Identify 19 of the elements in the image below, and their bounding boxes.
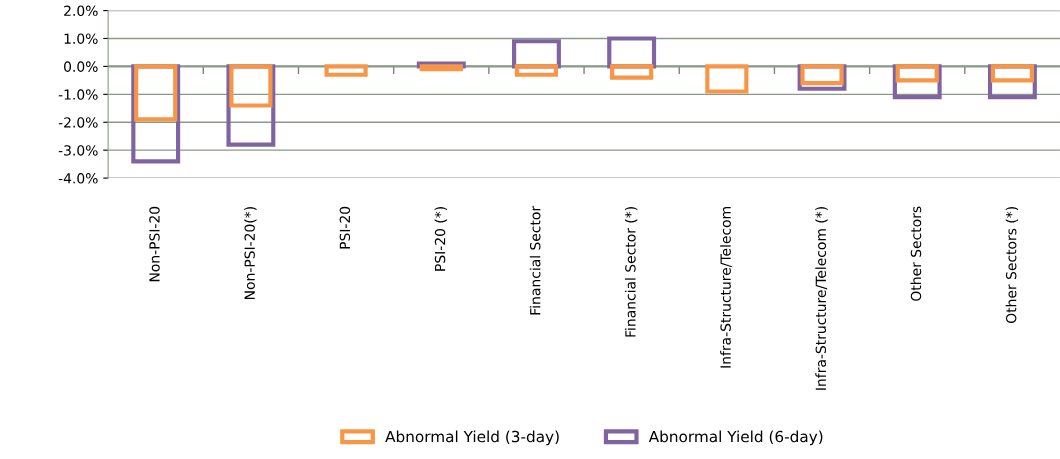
x-tick-label: Non-PSI-20(*): [244, 207, 257, 299]
legend-label: Abnormal Yield (6-day): [648, 430, 823, 446]
y-tick-label: 2.0%: [64, 5, 98, 17]
x-tick-label: Other Sectors (*): [1005, 207, 1019, 324]
y-tick-label: -3.0%: [58, 145, 98, 156]
x-tick-label: Infra-Structure/Telecom: [720, 207, 732, 368]
y-tick-label: -4.0%: [58, 173, 98, 184]
y-tick-label: 1.0%: [64, 33, 98, 44]
x-tick-label: Financial Sector: [529, 205, 541, 315]
y-tick-label: -1.0%: [58, 89, 98, 100]
y-tick-label: 0.0%: [64, 61, 98, 72]
x-tick-label: Other Sectors: [910, 206, 922, 301]
legend-label: Abnormal Yield (3-day): [385, 430, 559, 446]
y-tick-label: -2.0%: [58, 117, 98, 128]
x-tick-label: Non-PSI-20: [149, 206, 160, 282]
x-tick-label: Financial Sector (*): [624, 207, 638, 337]
x-tick-label: PSI-20 (*): [434, 207, 447, 271]
x-tick-label: Infra-Structure/Telecom (*): [815, 207, 828, 390]
x-tick-label: PSI-20: [339, 206, 351, 249]
